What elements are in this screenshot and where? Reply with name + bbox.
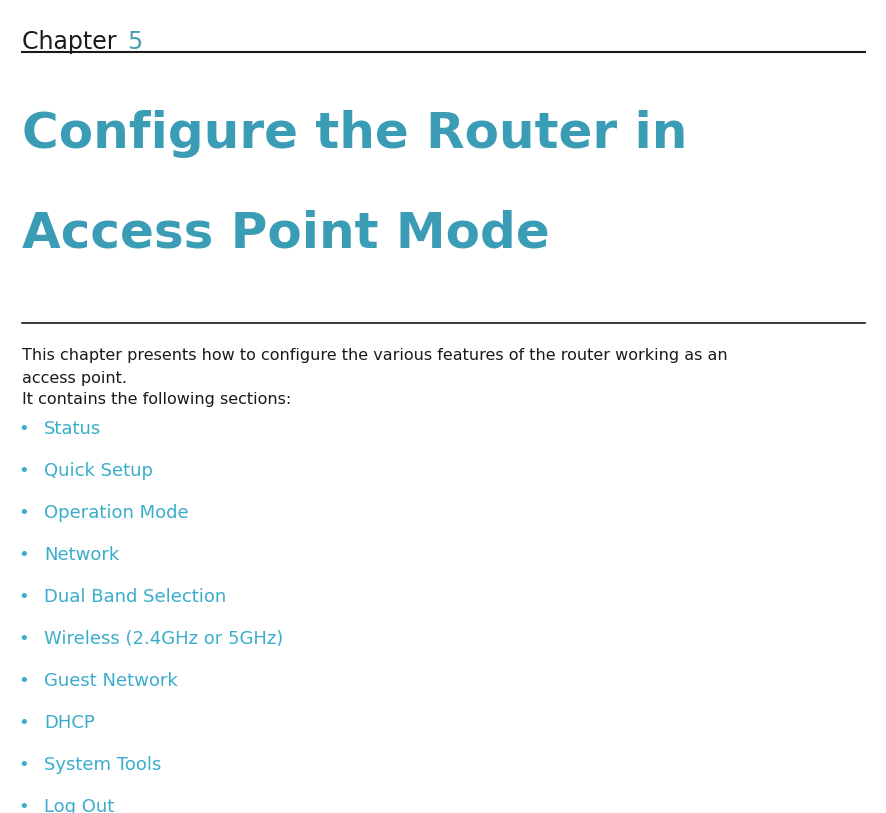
- Text: This chapter presents how to configure the various features of the router workin: This chapter presents how to configure t…: [22, 348, 727, 363]
- Text: •: •: [18, 672, 28, 690]
- Text: access point.: access point.: [22, 371, 127, 386]
- Text: Access Point Mode: Access Point Mode: [22, 210, 549, 258]
- Text: 5: 5: [127, 30, 142, 54]
- Text: Operation Mode: Operation Mode: [44, 504, 189, 522]
- Text: System Tools: System Tools: [44, 756, 161, 774]
- Text: Log Out: Log Out: [44, 798, 114, 813]
- Text: •: •: [18, 504, 28, 522]
- Text: Wireless (2.4GHz or 5GHz): Wireless (2.4GHz or 5GHz): [44, 630, 283, 648]
- Text: •: •: [18, 630, 28, 648]
- Text: •: •: [18, 756, 28, 774]
- Text: •: •: [18, 588, 28, 606]
- Text: Configure the Router in: Configure the Router in: [22, 110, 687, 158]
- Text: •: •: [18, 420, 28, 438]
- Text: DHCP: DHCP: [44, 714, 95, 732]
- Text: •: •: [18, 462, 28, 480]
- Text: Chapter: Chapter: [22, 30, 124, 54]
- Text: Status: Status: [44, 420, 101, 438]
- Text: •: •: [18, 714, 28, 732]
- Text: Network: Network: [44, 546, 119, 564]
- Text: •: •: [18, 798, 28, 813]
- Text: It contains the following sections:: It contains the following sections:: [22, 392, 291, 407]
- Text: Quick Setup: Quick Setup: [44, 462, 152, 480]
- Text: •: •: [18, 546, 28, 564]
- Text: Guest Network: Guest Network: [44, 672, 177, 690]
- Text: Dual Band Selection: Dual Band Selection: [44, 588, 226, 606]
